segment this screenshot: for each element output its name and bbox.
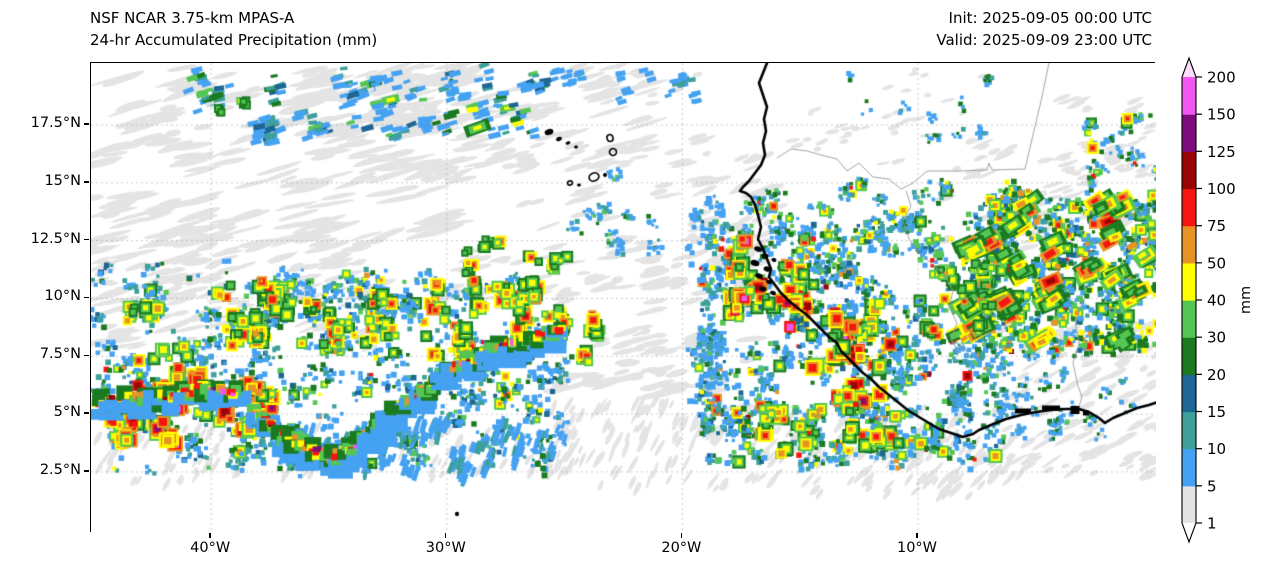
x-axis-tick: [916, 533, 918, 538]
colorbar-tick-label: 75: [1207, 217, 1226, 235]
init-time-label: Init: 2025-09-05 00:00 UTC: [948, 9, 1152, 27]
y-tick-label: 17.5°N: [30, 114, 81, 131]
figure-title-line1: NSF NCAR 3.75-km MPAS-A: [90, 9, 295, 27]
colorbar-over-arrow: [1182, 58, 1196, 77]
x-axis-tick: [209, 533, 211, 538]
y-tick-label: 12.5°N: [30, 230, 81, 247]
colorbar-segment: [1182, 448, 1196, 487]
y-tick-label: 15°N: [44, 172, 81, 189]
colorbar-tick-label: 10: [1207, 440, 1226, 458]
colorbar-tick-label: 125: [1207, 143, 1236, 161]
y-tick-label: 7.5°N: [39, 346, 81, 363]
y-axis-tick: [84, 354, 89, 356]
y-tick-label: 10°N: [44, 288, 81, 305]
colorbar-tick-label: 150: [1207, 106, 1236, 124]
y-axis-tick: [84, 181, 89, 183]
x-axis-tick: [680, 533, 683, 538]
y-tick-label: 5°N: [53, 404, 81, 421]
colorbar-under-arrow: [1182, 523, 1196, 542]
colorbar-tick-label: 200: [1207, 69, 1236, 87]
y-axis-tick: [84, 296, 89, 299]
colorbar-segment: [1182, 300, 1196, 338]
y-axis-tick: [84, 412, 89, 414]
colorbar-segment: [1182, 77, 1196, 115]
colorbar-segment: [1182, 151, 1196, 190]
figure-title-line2: 24-hr Accumulated Precipitation (mm): [90, 31, 378, 49]
colorbar-segment: [1182, 262, 1196, 301]
x-tick-label: 10°W: [896, 540, 938, 556]
y-axis-tick: [84, 470, 89, 472]
colorbar-tick-label: 40: [1207, 292, 1226, 310]
colorbar-segment: [1182, 411, 1196, 450]
colorbar-tick-label: 15: [1207, 403, 1226, 421]
x-tick-label: 20°W: [661, 540, 702, 556]
valid-time-label: Valid: 2025-09-09 23:00 UTC: [936, 31, 1152, 49]
colorbar-segment: [1182, 374, 1196, 413]
colorbar-unit-label: mm: [1238, 285, 1254, 315]
y-axis-tick: [84, 238, 89, 241]
x-tick-label: 40°W: [190, 540, 231, 556]
colorbar-tick-label: 1: [1207, 515, 1217, 533]
colorbar-segment: [1182, 188, 1196, 227]
x-tick-label: 30°W: [425, 540, 466, 556]
precipitation-map-canvas: [91, 63, 1156, 533]
colorbar-tick-label: 30: [1207, 329, 1226, 347]
colorbar-tick-label: 100: [1207, 180, 1236, 198]
colorbar-tick-label: 50: [1207, 254, 1226, 272]
colorbar-segment: [1182, 114, 1196, 152]
colorbar-segment: [1182, 485, 1196, 524]
colorbar-tick-label: 5: [1207, 477, 1217, 495]
colorbar-tick-label: 20: [1207, 366, 1226, 384]
y-tick-label: 2.5°N: [39, 461, 81, 478]
map-plot-area: [90, 62, 1156, 533]
y-axis-tick: [84, 123, 89, 125]
x-axis-tick: [445, 533, 447, 538]
colorbar-segment: [1182, 225, 1196, 264]
colorbar-segment: [1182, 337, 1196, 375]
